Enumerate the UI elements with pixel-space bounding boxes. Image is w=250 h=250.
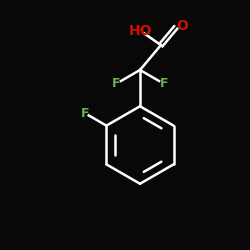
Text: F: F — [160, 77, 168, 90]
Text: F: F — [112, 77, 120, 90]
Text: F: F — [80, 106, 89, 120]
Text: HO: HO — [129, 24, 152, 38]
Text: O: O — [176, 19, 188, 33]
